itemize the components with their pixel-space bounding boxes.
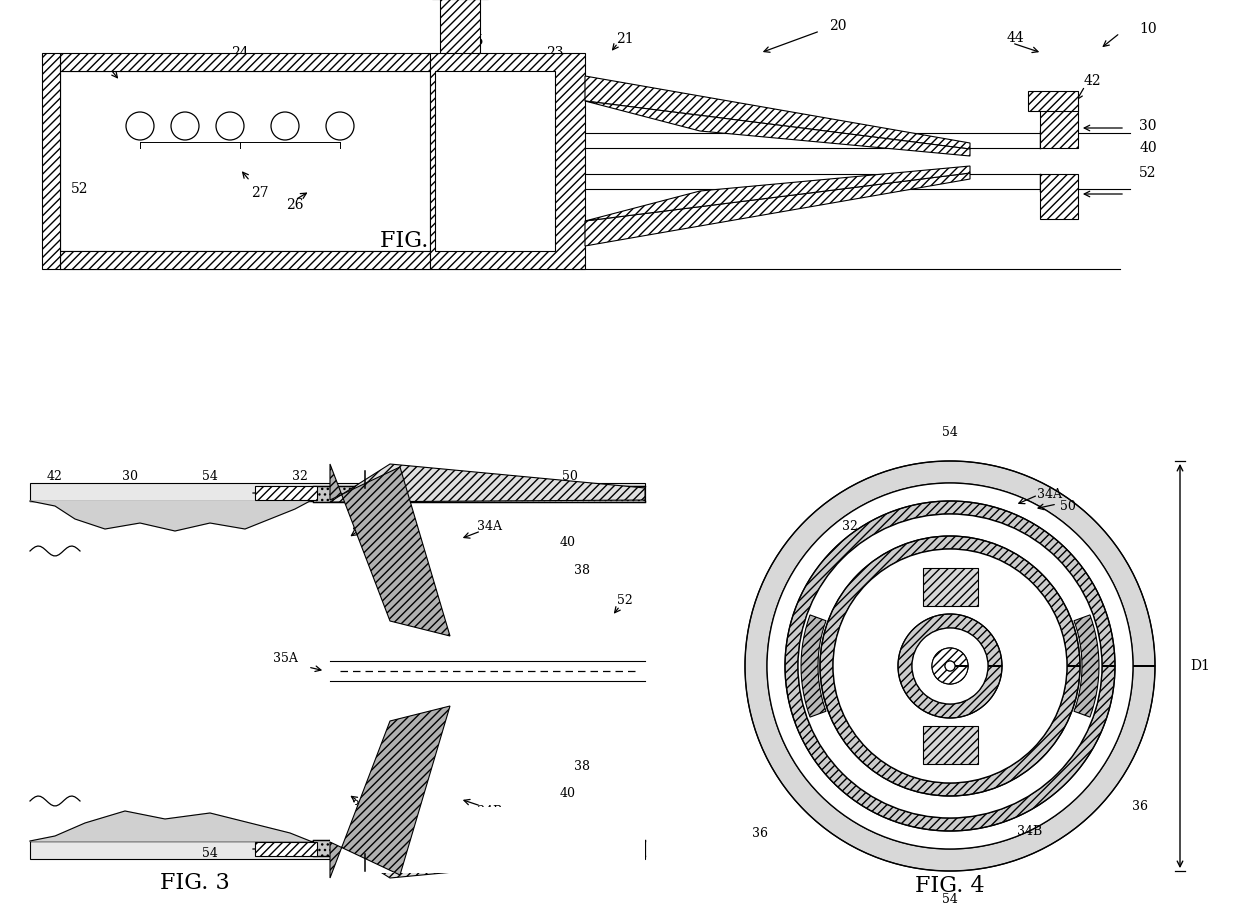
Bar [1040,103,1078,148]
Text: 36: 36 [1132,799,1148,812]
Text: 30: 30 [122,470,138,483]
Circle shape [171,112,198,140]
Polygon shape [585,76,970,149]
Text: 50: 50 [1060,499,1076,512]
Text: 23: 23 [547,46,564,60]
Bar [440,0,480,71]
Circle shape [911,628,988,704]
Bar [60,71,430,251]
Polygon shape [898,614,1002,718]
Polygon shape [330,464,645,502]
Text: 4: 4 [394,472,402,485]
Text: 40: 40 [842,594,858,608]
Text: 34B: 34B [1017,824,1043,837]
Text: FIG. 3: FIG. 3 [160,872,229,894]
Bar [330,807,645,873]
Circle shape [833,549,1066,783]
Text: 38: 38 [574,760,590,773]
Text: 36: 36 [751,826,768,840]
Text: 26: 26 [286,198,304,212]
Polygon shape [585,166,970,221]
Polygon shape [820,536,1080,796]
Polygon shape [585,101,970,156]
Bar [30,841,645,859]
Polygon shape [1074,615,1099,717]
Bar [30,483,645,501]
Bar [255,486,317,500]
Text: 35B: 35B [1045,645,1070,658]
Polygon shape [330,706,450,878]
Text: 36: 36 [352,519,368,532]
Bar [1040,174,1078,219]
Polygon shape [330,464,450,636]
Text: 34A: 34A [1038,488,1063,502]
Text: 22: 22 [87,54,104,68]
Text: 30: 30 [1140,119,1157,133]
Circle shape [272,112,299,140]
Text: D1: D1 [1190,659,1210,673]
Bar [1028,91,1078,111]
Text: 42: 42 [942,772,959,785]
Polygon shape [932,648,968,684]
Text: 38: 38 [574,565,590,577]
Text: 32: 32 [293,470,308,483]
Text: 50: 50 [562,846,578,859]
Bar [60,53,430,71]
Text: 54: 54 [942,426,959,439]
Circle shape [326,112,353,140]
Text: FIG. 2: FIG. 2 [381,230,450,252]
Bar [312,486,645,502]
Bar [312,840,645,856]
Text: 24: 24 [231,46,249,60]
Text: 44: 44 [1006,31,1024,45]
Circle shape [126,112,154,140]
Circle shape [932,648,968,684]
Bar [60,251,430,269]
Polygon shape [785,501,1115,831]
Text: 20: 20 [830,19,847,33]
Polygon shape [30,811,310,841]
Text: 27: 27 [252,186,269,200]
Bar [255,842,317,856]
Text: 32: 32 [842,519,858,532]
Text: 40: 40 [560,537,577,550]
Bar [435,71,556,251]
Polygon shape [30,501,310,531]
Text: 54: 54 [202,470,218,483]
Text: 34A: 34A [477,519,502,532]
Polygon shape [585,173,970,246]
Text: 34B: 34B [477,805,502,818]
Text: 54: 54 [942,892,959,905]
Text: 35A: 35A [273,652,298,666]
Text: 50: 50 [562,470,578,483]
Bar [42,53,60,269]
Polygon shape [379,819,640,841]
Circle shape [945,661,955,671]
Polygon shape [330,840,645,878]
Text: 40: 40 [560,787,577,799]
Text: 36: 36 [352,799,368,812]
Text: 35A: 35A [830,645,854,658]
Text: 52: 52 [1140,166,1157,180]
Bar [430,53,585,269]
Text: 10: 10 [1140,22,1157,36]
Circle shape [216,112,244,140]
Text: 54: 54 [202,846,218,859]
Text: 42: 42 [47,470,63,483]
Text: 52: 52 [977,725,993,738]
Text: 25: 25 [466,34,484,48]
Text: 4: 4 [394,857,402,869]
Polygon shape [745,461,1154,871]
Text: 42: 42 [1084,74,1101,88]
Text: 21: 21 [616,32,634,46]
Circle shape [768,483,1133,849]
Text: 52: 52 [618,594,632,608]
Bar [923,726,978,764]
Text: 52: 52 [71,182,89,196]
Bar [923,568,978,606]
Polygon shape [801,615,826,717]
Text: FIG. 4: FIG. 4 [915,875,985,897]
Circle shape [799,514,1102,818]
Text: 40: 40 [1140,141,1157,155]
